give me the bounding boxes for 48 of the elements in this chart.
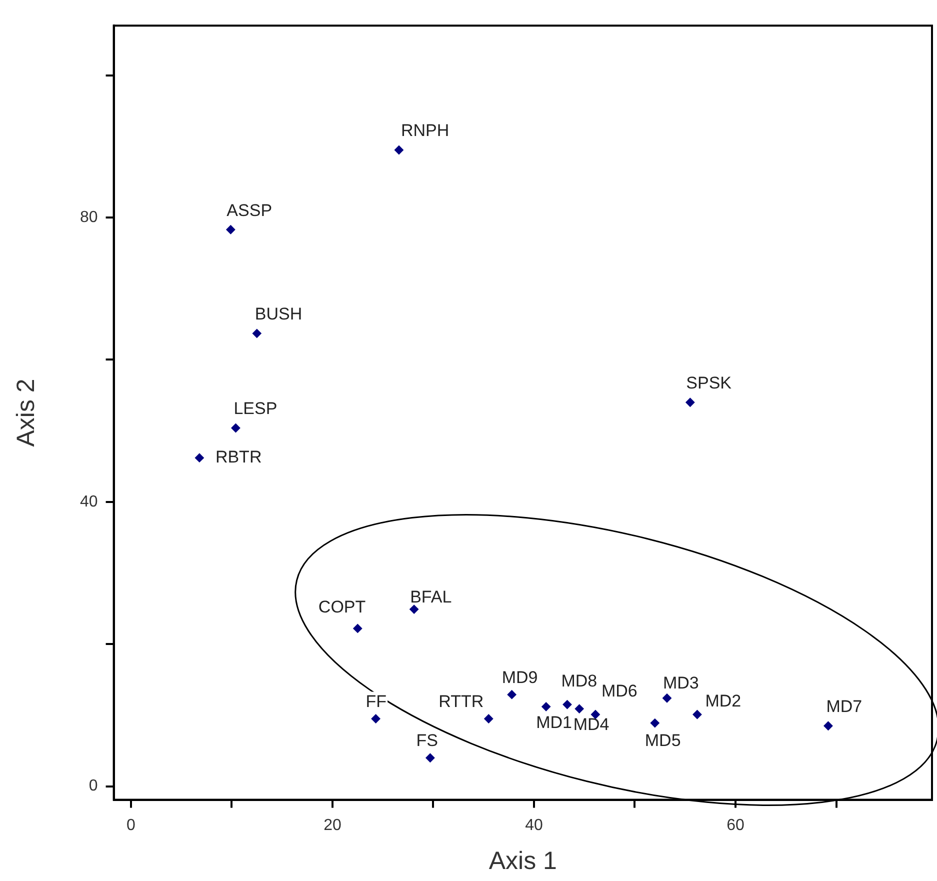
point [650,718,660,728]
annotation: RBTR [215,448,262,467]
annotation: SPSK [686,374,732,393]
annotation: COPT [318,598,366,617]
point [542,702,551,712]
x-tick-label: 60 [726,816,745,834]
point [692,710,702,719]
x-tick-label: 20 [324,816,342,834]
x-tick-label: 40 [525,816,543,834]
point [507,690,516,700]
point [252,328,262,338]
annotation: MD8 [561,672,598,691]
point [394,146,404,155]
point [426,753,435,762]
annotation: MD6 [601,682,638,701]
annotation: MD2 [705,692,742,711]
annotation: RTTR [438,692,484,711]
y-tick-label: 0 [88,778,98,795]
point [194,453,204,462]
point [484,714,494,724]
annotation: MD9 [502,668,538,687]
point [353,624,362,633]
annotation: FF [366,692,387,711]
point [574,704,584,714]
annotation: MD3 [662,673,699,692]
y-tick-label: 80 [80,208,98,226]
annotation: MD7 [826,697,862,716]
annotation: MD5 [644,731,681,750]
x-tick-label: 0 [126,816,136,834]
annotation: ASSP [226,200,272,220]
point [410,604,419,614]
point [231,423,240,432]
point [226,225,236,234]
annotation: RNPH [400,121,450,140]
point [662,694,672,703]
annotation: FS [416,731,438,750]
y-tick-label: 40 [80,493,98,510]
y-axis-title: Axis 2 [12,378,40,447]
point [686,398,695,407]
annotation: BFAL [410,587,452,606]
annotation: LESP [234,399,278,418]
point [562,700,572,710]
x-axis-title: Axis 1 [488,846,557,875]
annotation: MD1 [536,712,572,732]
annotation: BUSH [254,304,302,324]
point [824,721,833,730]
point [371,714,380,724]
annotation: MD4 [573,714,610,734]
